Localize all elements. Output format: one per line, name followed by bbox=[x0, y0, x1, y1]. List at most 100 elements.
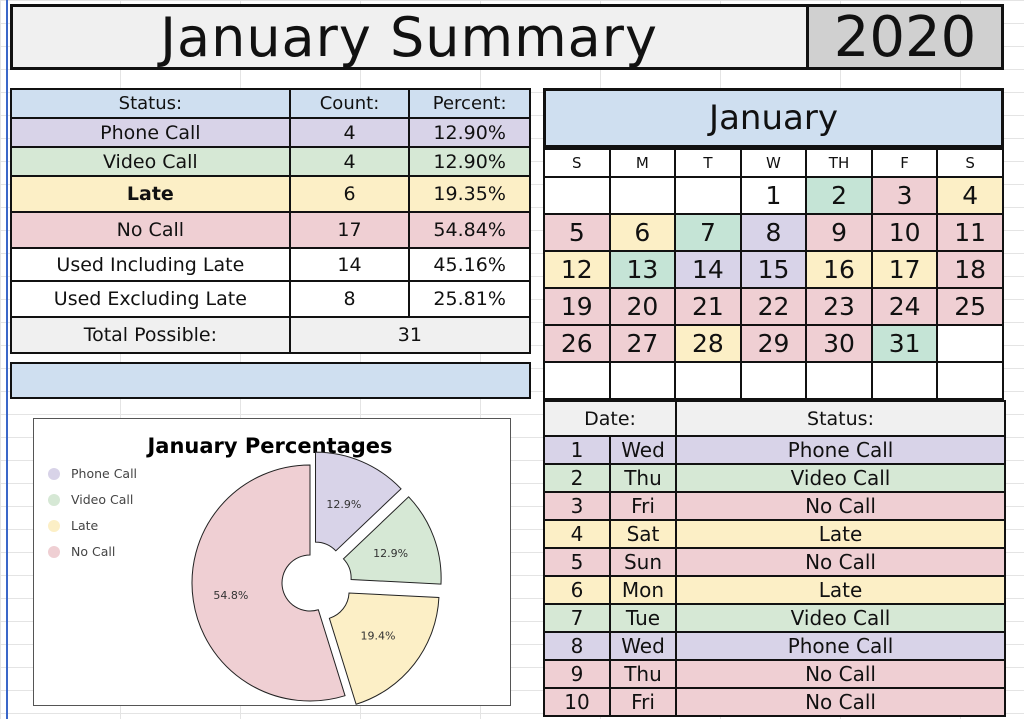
status-percent-cell[interactable]: 45.16% bbox=[408, 247, 531, 282]
calendar-day-cell[interactable]: 31 bbox=[870, 324, 939, 363]
status-percent-cell[interactable]: 12.90% bbox=[408, 117, 531, 148]
weekday-header[interactable]: T bbox=[674, 148, 742, 178]
calendar-day-cell[interactable] bbox=[739, 361, 808, 400]
pie-chart[interactable]: January Percentages Phone Call Video Call… bbox=[33, 418, 511, 706]
pie-slice[interactable] bbox=[191, 464, 346, 702]
day-status-cell[interactable]: No Call bbox=[675, 659, 1007, 689]
calendar-day-cell[interactable]: 18 bbox=[936, 250, 1004, 289]
weekday-cell[interactable]: Wed bbox=[608, 631, 678, 661]
pie-slice[interactable] bbox=[328, 592, 440, 705]
status-count-cell[interactable]: 17 bbox=[288, 211, 411, 249]
weekday-cell[interactable]: Fri bbox=[608, 491, 678, 521]
calendar-day-cell[interactable]: 22 bbox=[739, 287, 808, 326]
status-label-cell[interactable]: Video Call bbox=[10, 146, 291, 177]
percent-header[interactable]: Percent: bbox=[408, 88, 531, 119]
legend-label[interactable]: Video Call bbox=[71, 492, 133, 507]
pie-slice[interactable] bbox=[315, 451, 402, 552]
date-header[interactable]: Date: bbox=[542, 400, 678, 437]
calendar-day-cell[interactable]: 15 bbox=[739, 250, 808, 289]
day-status-cell[interactable]: Video Call bbox=[675, 603, 1007, 633]
count-header[interactable]: Count: bbox=[288, 88, 411, 119]
calendar-day-cell[interactable] bbox=[608, 176, 677, 215]
weekday-cell[interactable]: Mon bbox=[608, 575, 678, 605]
status-header[interactable]: Status: bbox=[10, 88, 291, 119]
date-number-cell[interactable]: 1 bbox=[543, 435, 611, 465]
status-label-cell[interactable]: Late bbox=[10, 175, 291, 213]
status-label-cell[interactable]: No Call bbox=[10, 211, 291, 249]
legend-label[interactable]: Phone Call bbox=[71, 466, 137, 481]
calendar-day-cell[interactable]: 20 bbox=[608, 287, 677, 326]
calendar-day-cell[interactable]: 17 bbox=[870, 250, 939, 289]
pie-slice[interactable] bbox=[342, 496, 442, 585]
calendar-day-cell[interactable] bbox=[936, 361, 1004, 400]
calendar-day-cell[interactable] bbox=[543, 361, 611, 400]
status-label-cell[interactable]: Used Including Late bbox=[10, 247, 291, 282]
weekday-header[interactable]: TH bbox=[805, 148, 873, 178]
calendar-day-cell[interactable]: 1 bbox=[739, 176, 808, 215]
calendar-day-cell[interactable] bbox=[674, 361, 742, 400]
weekday-header[interactable]: S bbox=[936, 148, 1004, 178]
weekday-cell[interactable]: Thu bbox=[608, 659, 678, 689]
date-number-cell[interactable]: 5 bbox=[543, 547, 611, 577]
calendar-day-cell[interactable]: 16 bbox=[805, 250, 873, 289]
calendar-day-cell[interactable]: 19 bbox=[543, 287, 611, 326]
calendar-day-cell[interactable] bbox=[674, 176, 742, 215]
date-number-cell[interactable]: 3 bbox=[543, 491, 611, 521]
status-count-cell[interactable]: 8 bbox=[288, 280, 411, 318]
status-label-cell[interactable]: Used Excluding Late bbox=[10, 280, 291, 318]
calendar-day-cell[interactable] bbox=[870, 361, 939, 400]
calendar-day-cell[interactable]: 4 bbox=[936, 176, 1004, 215]
weekday-cell[interactable]: Tue bbox=[608, 603, 678, 633]
calendar-day-cell[interactable]: 12 bbox=[543, 250, 611, 289]
calendar-day-cell[interactable] bbox=[805, 361, 873, 400]
day-status-cell[interactable]: Late bbox=[675, 575, 1007, 605]
calendar-day-cell[interactable] bbox=[936, 324, 1004, 363]
day-status-cell[interactable]: Phone Call bbox=[675, 435, 1007, 465]
day-status-cell[interactable]: Late bbox=[675, 519, 1007, 549]
date-number-cell[interactable]: 9 bbox=[543, 659, 611, 689]
calendar-day-cell[interactable]: 14 bbox=[674, 250, 742, 289]
status-count-cell[interactable]: 14 bbox=[288, 247, 411, 282]
day-status-cell[interactable]: Phone Call bbox=[675, 631, 1007, 661]
calendar-day-cell[interactable]: 11 bbox=[936, 213, 1004, 252]
calendar-day-cell[interactable]: 10 bbox=[870, 213, 939, 252]
weekday-cell[interactable]: Thu bbox=[608, 463, 678, 493]
blue-spacer-row[interactable] bbox=[10, 362, 531, 399]
weekday-cell[interactable]: Sat bbox=[608, 519, 678, 549]
calendar-day-cell[interactable]: 24 bbox=[870, 287, 939, 326]
calendar-day-cell[interactable]: 27 bbox=[608, 324, 677, 363]
status-percent-cell[interactable]: 12.90% bbox=[408, 146, 531, 177]
day-status-cell[interactable]: No Call bbox=[675, 687, 1007, 717]
year-cell[interactable]: 2020 bbox=[806, 4, 1004, 70]
calendar-day-cell[interactable]: 21 bbox=[674, 287, 742, 326]
calendar-day-cell[interactable]: 23 bbox=[805, 287, 873, 326]
calendar-day-cell[interactable] bbox=[608, 361, 677, 400]
weekday-header[interactable]: S bbox=[543, 148, 611, 178]
weekday-cell[interactable]: Wed bbox=[608, 435, 678, 465]
status-percent-cell[interactable]: 25.81% bbox=[408, 280, 531, 318]
calendar-day-cell[interactable]: 25 bbox=[936, 287, 1004, 326]
total-value[interactable]: 31 bbox=[288, 316, 532, 354]
calendar-day-cell[interactable]: 9 bbox=[805, 213, 873, 252]
date-number-cell[interactable]: 8 bbox=[543, 631, 611, 661]
calendar-day-cell[interactable]: 3 bbox=[870, 176, 939, 215]
status-percent-cell[interactable]: 54.84% bbox=[408, 211, 531, 249]
date-number-cell[interactable]: 7 bbox=[543, 603, 611, 633]
date-number-cell[interactable]: 2 bbox=[543, 463, 611, 493]
calendar-day-cell[interactable] bbox=[543, 176, 611, 215]
status-label-cell[interactable]: Phone Call bbox=[10, 117, 291, 148]
calendar-day-cell[interactable]: 7 bbox=[674, 213, 742, 252]
weekday-cell[interactable]: Fri bbox=[608, 687, 678, 717]
calendar-day-cell[interactable]: 6 bbox=[608, 213, 677, 252]
status-count-cell[interactable]: 4 bbox=[288, 146, 411, 177]
calendar-day-cell[interactable]: 2 bbox=[805, 176, 873, 215]
status-column-header[interactable]: Status: bbox=[675, 400, 1007, 437]
date-number-cell[interactable]: 6 bbox=[543, 575, 611, 605]
legend-label[interactable]: No Call bbox=[71, 544, 115, 559]
weekday-header[interactable]: F bbox=[870, 148, 939, 178]
legend-label[interactable]: Late bbox=[71, 518, 99, 533]
calendar-day-cell[interactable]: 13 bbox=[608, 250, 677, 289]
date-number-cell[interactable]: 10 bbox=[543, 687, 611, 717]
day-status-cell[interactable]: No Call bbox=[675, 547, 1007, 577]
calendar-day-cell[interactable]: 26 bbox=[543, 324, 611, 363]
